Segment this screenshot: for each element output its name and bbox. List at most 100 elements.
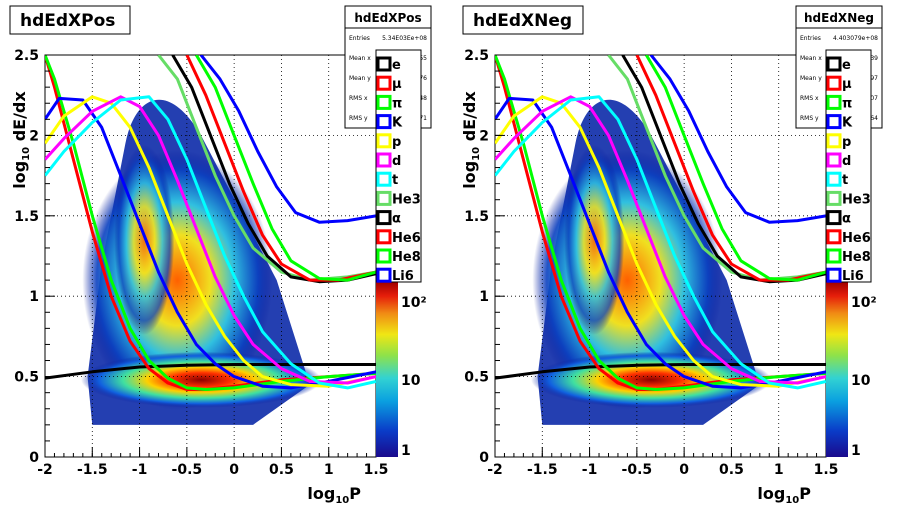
legend-marker-Li6	[376, 267, 392, 283]
legend-marker-He8	[826, 248, 842, 264]
stats-value: 07	[870, 95, 878, 102]
x-tick-label: -2	[37, 462, 53, 478]
stats-label: Mean x	[349, 55, 371, 62]
y-axis-title: log10 dE/dx	[460, 91, 482, 189]
legend-label-μ: μ	[842, 77, 852, 92]
x-tick-label: -1	[132, 462, 148, 478]
x-tick-label: -1	[582, 462, 598, 478]
y-tick-label: 1	[479, 289, 489, 305]
curve-He8	[195, 55, 376, 282]
stats-label: RMS y	[800, 115, 819, 122]
legend-marker-Li6	[826, 267, 842, 283]
curve-p	[495, 95, 826, 388]
legend-label-He8: He8	[392, 250, 421, 265]
y-tick-label: 0	[29, 450, 39, 466]
legend-marker-e	[826, 56, 842, 72]
x-axis-title: log10P	[307, 484, 361, 506]
stats-value: 64	[870, 115, 878, 122]
axes: -2 -1.5 -1 -0.5 0 0.5 1 1.5 0 0.5 1 1.5 2 2.5 log10P lo…	[10, 48, 388, 506]
legend-label-K: K	[392, 116, 403, 131]
palette-label: 1	[401, 443, 411, 459]
x-tick-label: 1	[324, 462, 334, 478]
curve-e	[495, 363, 826, 380]
y-axis-title: log10 dE/dx	[10, 91, 32, 189]
legend-label-K: K	[842, 116, 853, 131]
legend-marker-p	[826, 133, 842, 149]
palette-label: 10²	[851, 295, 877, 311]
stats-label: RMS x	[800, 95, 819, 102]
legend-marker-K	[376, 114, 392, 130]
legend-marker-t	[826, 171, 842, 187]
palette-label: 10	[851, 373, 871, 389]
legend-label-π: π	[842, 96, 852, 111]
histogram-title: hdEdXNeg	[473, 11, 572, 31]
stats-value: 48	[419, 95, 427, 102]
x-tick-label: 1.5	[814, 462, 839, 478]
stats-label: Mean y	[800, 75, 822, 82]
stats-title: hdEdXNeg	[804, 11, 874, 25]
legend-marker-K	[826, 114, 842, 130]
legend-label-e: e	[392, 58, 401, 73]
y-tick-label: 1.5	[464, 209, 489, 225]
y-tick-label: 0.5	[464, 370, 489, 386]
legend-label-He8: He8	[842, 250, 871, 265]
grid-lines	[495, 55, 826, 457]
legend-label-π: π	[392, 96, 402, 111]
x-tick-label: -0.5	[622, 462, 653, 478]
curve-d	[45, 95, 376, 385]
legend-marker-α	[376, 210, 392, 226]
palette-label: 1	[851, 443, 861, 459]
stats-value: 97	[870, 75, 878, 82]
legend-marker-He3	[376, 190, 392, 206]
legend-marker-μ	[376, 75, 392, 91]
color-palette	[376, 282, 398, 457]
stats-value: 39	[870, 55, 878, 62]
x-tick-label: 0	[679, 462, 689, 478]
curve-Li6	[199, 55, 376, 224]
y-tick-label: 2	[479, 128, 489, 144]
legend-marker-e	[376, 56, 392, 72]
stats-value: 4.403079e+08	[833, 35, 878, 42]
y-tick-label: 2.5	[464, 48, 489, 64]
x-tick-label: 1	[774, 462, 784, 478]
stats-label: RMS y	[349, 115, 368, 122]
palette-label: 10²	[401, 295, 427, 311]
y-tick-label: 2.5	[14, 48, 39, 64]
stats-value: 71	[419, 115, 427, 122]
legend-label-e: e	[842, 58, 851, 73]
x-tick-label: -2	[487, 462, 503, 478]
legend-label-d: d	[392, 154, 401, 169]
x-tick-label: -1.5	[527, 462, 558, 478]
y-tick-label: 0.5	[14, 370, 39, 386]
legend-marker-d	[376, 152, 392, 168]
legend-label-He3: He3	[842, 192, 871, 207]
bethe-bloch-curves	[495, 55, 826, 391]
legend-marker-π	[376, 94, 392, 110]
y-tick-label: 2	[29, 128, 39, 144]
legend-marker-p	[376, 133, 392, 149]
y-tick-label: 1.5	[14, 209, 39, 225]
legend-label-t: t	[842, 173, 848, 188]
curve-K	[495, 96, 826, 390]
legend-marker-t	[376, 171, 392, 187]
curve-K	[45, 96, 376, 390]
legend-marker-He6	[826, 229, 842, 245]
legend-marker-He6	[376, 229, 392, 245]
x-tick-label: 1.5	[364, 462, 389, 478]
curve-π	[45, 55, 376, 391]
x-axis-title: log10P	[757, 484, 811, 506]
heatmap-density	[81, 99, 322, 425]
legend-label-He6: He6	[842, 231, 871, 246]
legend-marker-d	[826, 152, 842, 168]
legend-label-Li6: Li6	[842, 269, 864, 284]
histogram-title: hdEdXPos	[20, 11, 115, 31]
palette-label: 10	[401, 373, 421, 389]
axes: -2 -1.5 -1 -0.5 0 0.5 1 1.5 0 0.5 1 1.5 2 2.5 log10P lo…	[460, 48, 838, 506]
legend-marker-μ	[826, 75, 842, 91]
stats-value: 5.34E03Ee+08	[382, 35, 427, 42]
stats-label: Mean x	[800, 55, 822, 62]
legend-label-He3: He3	[392, 192, 421, 207]
heatmap-density	[531, 99, 772, 425]
legend-label-d: d	[842, 154, 851, 169]
